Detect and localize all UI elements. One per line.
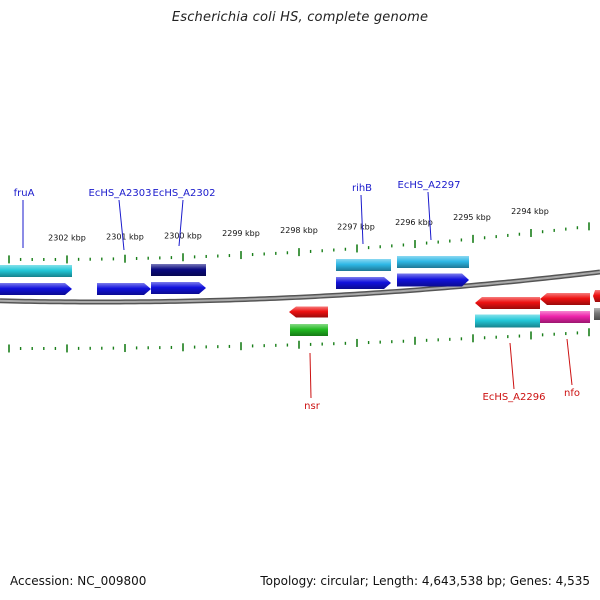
genome-backbone — [0, 269, 600, 305]
scale-ticks — [8, 222, 590, 353]
scale-label: 2295 kbp — [453, 213, 491, 222]
gene-label: EcHS_A2303 — [89, 188, 152, 199]
gene-label: nfo — [564, 388, 580, 399]
gene-arrow-fruA — [0, 283, 72, 295]
gene-labels: 2302 kbp 2301 kbp 2300 kbp 2299 kbp 2298 kbp… — [14, 180, 580, 412]
gene-arrow-EcHS_A2296 — [475, 297, 540, 309]
gene-label: EcHS_A2302 — [153, 188, 216, 199]
gene-label: rihB — [352, 183, 372, 194]
gene-arrow-partial — [593, 290, 600, 302]
gene-label: fruA — [14, 188, 35, 199]
map-title: Escherichia coli HS, complete genome — [171, 10, 429, 25]
gene-block-fruA — [0, 265, 72, 277]
leader-line — [566, 338, 573, 386]
gene-arrow-rihB — [336, 277, 391, 289]
backbone-highlight — [0, 271, 600, 303]
leader-line — [360, 194, 364, 245]
scale-label: 2296 kbp — [395, 218, 433, 227]
gene-block-EcHS_A2302 — [151, 264, 206, 276]
leader-line — [427, 191, 432, 241]
gene-arrow-nfo — [540, 293, 590, 305]
scale-label: 2301 kbp — [106, 233, 144, 242]
gene-label: nsr — [304, 401, 321, 412]
gene-arrow-EcHS_A2302 — [151, 282, 206, 294]
gene-arrow-EcHS_A2303 — [97, 283, 151, 295]
gene-label: EcHS_A2296 — [483, 392, 546, 403]
gene-arrow-nsr — [289, 306, 328, 318]
gene-block-nsr — [290, 324, 328, 336]
genome-summary-text: Topology: circular; Length: 4,643,538 bp… — [260, 574, 590, 588]
gene-arrow-EcHS_A2297 — [397, 273, 469, 287]
leader-line — [509, 342, 515, 390]
scale-label: 2294 kbp — [511, 207, 549, 216]
gene-block-rihB — [336, 259, 391, 271]
leader-line — [118, 199, 125, 251]
scale-label: 2299 kbp — [222, 229, 260, 238]
leader-line — [178, 199, 184, 247]
leader-line — [309, 352, 312, 399]
gene-block-EcHS_A2297 — [397, 256, 469, 268]
gene-features — [0, 256, 600, 336]
gene-block-EcHS_A2296 — [475, 314, 540, 328]
scale-label: 2302 kbp — [48, 233, 86, 242]
accession-text: Accession: NC_009800 — [10, 574, 147, 588]
scale-label: 2297 kbp — [337, 223, 375, 232]
scale-label: 2300 kbp — [164, 231, 202, 240]
gene-block-nfo — [540, 311, 590, 323]
gene-block-partial — [594, 308, 600, 320]
scale-label: 2298 kbp — [280, 226, 318, 235]
gene-label: EcHS_A2297 — [398, 180, 461, 191]
